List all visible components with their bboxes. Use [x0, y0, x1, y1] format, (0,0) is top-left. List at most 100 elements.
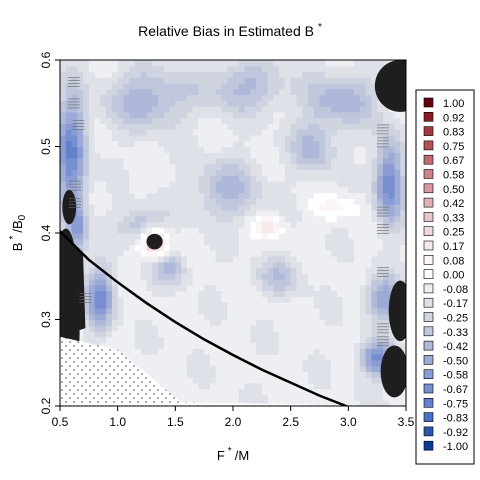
heatmap-cell — [365, 250, 372, 257]
heatmap-cell — [319, 359, 326, 367]
heatmap-cell — [227, 244, 234, 251]
heatmap-cell — [331, 394, 338, 401]
heatmap-cell — [256, 336, 263, 344]
heatmap-cell — [198, 77, 205, 84]
heatmap-cell — [273, 221, 280, 228]
heatmap-cell — [307, 106, 315, 113]
heatmap-cell — [192, 152, 199, 159]
heatmap-cell — [88, 307, 96, 315]
heatmap-cell — [359, 100, 367, 107]
heatmap-cell — [65, 152, 73, 159]
heatmap-cell — [261, 348, 269, 355]
y-tick-label: 0.5 — [39, 138, 53, 155]
heatmap-cell — [123, 221, 130, 228]
heatmap-cell — [256, 158, 263, 165]
heatmap-cell — [152, 348, 159, 355]
heatmap-cell — [94, 296, 101, 303]
heatmap-cell — [221, 377, 228, 384]
heatmap-cell — [313, 342, 320, 349]
heatmap-cell — [273, 267, 280, 274]
heatmap-cell — [325, 256, 332, 263]
heatmap-cell — [215, 313, 222, 320]
heatmap-cell — [296, 388, 303, 395]
heatmap-cell — [279, 198, 286, 205]
heatmap-cell — [365, 244, 372, 251]
heatmap-cell — [215, 302, 222, 309]
heatmap-cell — [342, 221, 349, 228]
heatmap-cell — [238, 279, 246, 286]
heatmap-cell — [359, 71, 367, 78]
heatmap-cell — [163, 365, 171, 372]
heatmap-cell — [371, 60, 378, 67]
legend-label: -0.33 — [443, 327, 468, 339]
heatmap-cell — [186, 192, 194, 199]
heatmap-cell — [348, 158, 355, 165]
heatmap-cell — [117, 158, 124, 165]
heatmap-cell — [221, 100, 228, 107]
heatmap-cell — [354, 100, 361, 107]
heatmap-cell — [325, 152, 332, 159]
heatmap-cell — [221, 336, 228, 344]
heatmap-cell — [261, 192, 269, 199]
heatmap-cell — [227, 290, 234, 297]
heatmap-cell — [204, 296, 211, 303]
heatmap-cell — [60, 94, 67, 101]
heatmap-cell — [348, 60, 355, 67]
heatmap-cell — [204, 134, 211, 142]
heatmap-cell — [158, 377, 165, 384]
heatmap-cell — [273, 336, 280, 344]
heatmap-cell — [71, 233, 78, 240]
heatmap-cell — [319, 169, 326, 176]
heatmap-cell — [244, 117, 251, 124]
heatmap-cell — [94, 60, 101, 67]
heatmap-cell — [250, 163, 257, 171]
heatmap-cell — [169, 250, 176, 257]
heatmap-cell — [152, 169, 159, 176]
heatmap-cell — [106, 325, 113, 332]
heatmap-cell — [377, 123, 384, 130]
heatmap-cell — [221, 65, 228, 73]
heatmap-cell — [365, 284, 372, 292]
heatmap-cell — [307, 284, 315, 292]
heatmap-cell — [186, 359, 194, 367]
heatmap-cell — [284, 146, 292, 153]
heatmap-cell — [163, 175, 171, 182]
heatmap-cell — [100, 198, 107, 205]
heatmap-cell — [261, 83, 269, 90]
heatmap-cell — [371, 204, 378, 211]
heatmap-cell — [181, 388, 188, 395]
heatmap-cell — [169, 284, 176, 292]
heatmap-cell — [129, 284, 136, 292]
heatmap-cell — [158, 256, 165, 263]
heatmap-cell — [279, 359, 286, 367]
heatmap-cell — [296, 83, 303, 90]
heatmap-cell — [123, 267, 130, 274]
heatmap-cell — [106, 290, 113, 297]
heatmap-cell — [354, 336, 361, 344]
heatmap-cell — [186, 273, 194, 280]
heatmap-cell — [238, 400, 246, 406]
heatmap-cell — [129, 158, 136, 165]
heatmap-cell — [319, 198, 326, 205]
heatmap-cell — [111, 192, 119, 199]
heatmap-cell — [348, 169, 355, 176]
heatmap-cell — [296, 152, 303, 159]
heatmap-cell — [71, 71, 78, 78]
heatmap-cell — [313, 359, 320, 367]
heatmap-cell — [88, 83, 96, 90]
heatmap-cell — [371, 65, 378, 73]
heatmap-cell — [284, 273, 292, 280]
heatmap-cell — [146, 158, 153, 165]
heatmap-cell — [319, 163, 326, 171]
heatmap-cell — [319, 365, 326, 372]
heatmap-cell — [371, 400, 378, 406]
heatmap-cell — [342, 215, 349, 222]
heatmap-cell — [181, 342, 188, 349]
heatmap-cell — [117, 227, 124, 234]
legend-swatch — [423, 355, 434, 365]
heatmap-cell — [400, 181, 406, 188]
y-tick-label: 0.6 — [39, 51, 53, 68]
heatmap-cell — [273, 83, 280, 90]
heatmap-cell — [313, 221, 320, 228]
heatmap-cell — [302, 261, 309, 269]
